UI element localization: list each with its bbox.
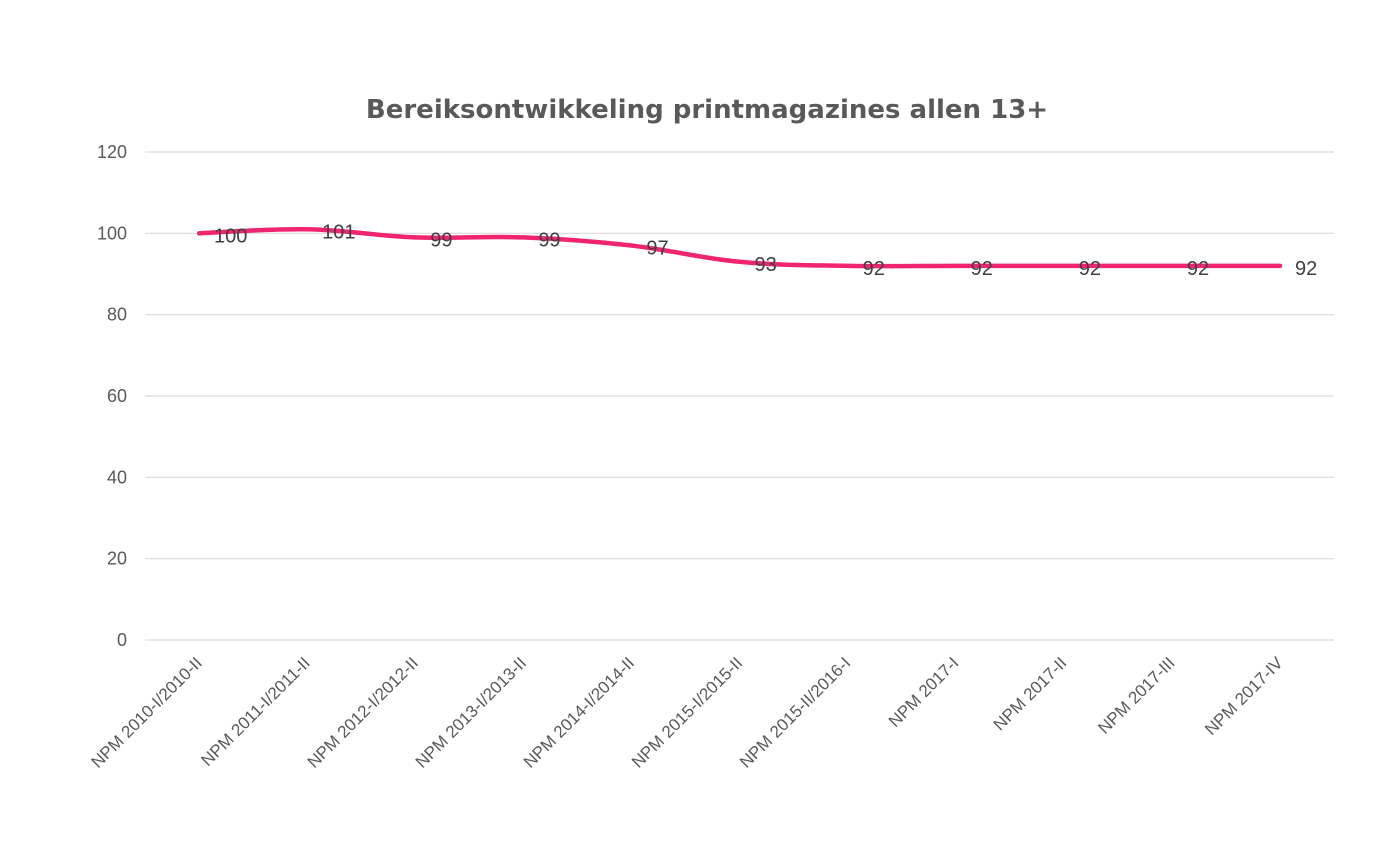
x-tick-label: NPM 2017-II bbox=[990, 653, 1071, 734]
y-tick-label: 100 bbox=[97, 223, 127, 243]
y-axis-ticks: 0 20 40 60 80 100 120 bbox=[97, 142, 127, 650]
data-label: 92 bbox=[971, 258, 993, 280]
data-labels: 100 101 99 99 97 93 92 92 92 92 92 bbox=[214, 221, 1317, 280]
x-tick-label: NPM 2017-I bbox=[885, 653, 963, 731]
data-label: 92 bbox=[1079, 258, 1101, 280]
data-label: 93 bbox=[755, 254, 777, 276]
x-tick-label: NPM 2012-I/2012-II bbox=[304, 653, 422, 771]
chart-title: Bereiksontwikkeling printmagazines allen… bbox=[366, 95, 1048, 125]
series-group bbox=[196, 226, 1283, 269]
series-line bbox=[196, 226, 1283, 269]
y-tick-label: 40 bbox=[107, 467, 127, 487]
data-label: 92 bbox=[1187, 258, 1209, 280]
y-tick-label: 120 bbox=[97, 142, 127, 162]
data-label: 92 bbox=[1295, 258, 1317, 280]
data-label: 97 bbox=[646, 238, 668, 260]
x-tick-label: NPM 2011-I/2011-II bbox=[197, 653, 314, 770]
x-tick-label: NPM 2014-I/2014-II bbox=[520, 653, 638, 771]
x-tick-label: NPM 2010-I/2010-II bbox=[88, 653, 206, 771]
data-label: 99 bbox=[430, 229, 452, 251]
y-tick-label: 80 bbox=[107, 305, 127, 325]
x-tick-label: NPM 2013-I/2013-II bbox=[412, 653, 530, 771]
data-label: 100 bbox=[214, 225, 247, 247]
y-tick-label: 0 bbox=[117, 630, 127, 650]
x-tick-label: NPM 2015-I/2015-II bbox=[628, 653, 746, 771]
data-label: 92 bbox=[863, 258, 885, 280]
y-tick-label: 20 bbox=[107, 549, 127, 569]
x-tick-label: NPM 2015-II/2016-I bbox=[736, 653, 854, 771]
y-tick-label: 60 bbox=[107, 386, 127, 406]
data-label: 101 bbox=[322, 221, 355, 243]
x-tick-label: NPM 2017-IV bbox=[1201, 653, 1287, 739]
x-tick-label: NPM 2017-III bbox=[1094, 653, 1178, 737]
data-label: 99 bbox=[538, 229, 560, 251]
